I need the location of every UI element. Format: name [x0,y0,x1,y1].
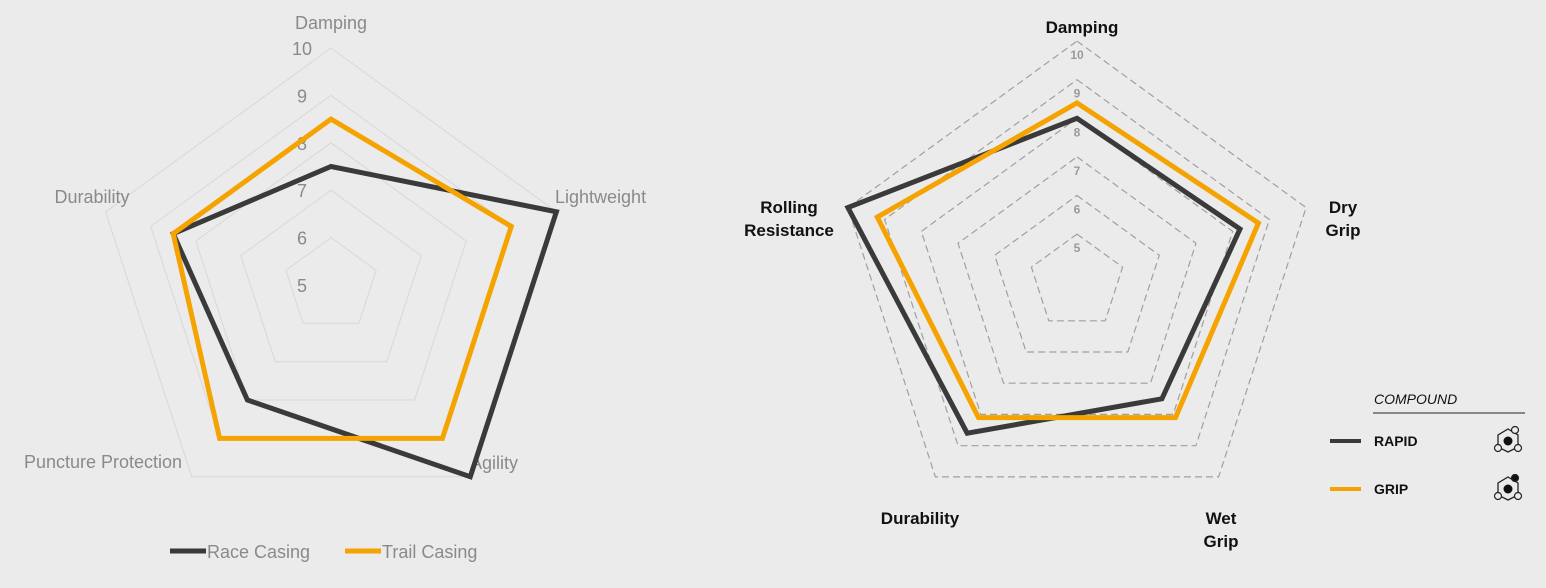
icon-core [1503,484,1513,494]
axis-label-line: Wet [1206,509,1237,528]
gridline-ring [285,236,377,324]
axis-label-line: Grip [1326,221,1361,240]
axis-label-line: Rolling [760,198,818,217]
gridline-ring [957,156,1197,384]
tick-label: 5 [1074,241,1081,255]
axis-label-line: Resistance [744,221,834,240]
gridline-ring [195,142,467,401]
compound-radar-chart: 5 6 7 8 9 10 Damping Dry Grip Wet Grip Durability Ro… [744,18,1525,551]
icon-hexagon [1497,428,1519,453]
axis-label: Dry Grip [1326,198,1361,240]
axis-label-line: Dry [1329,198,1358,217]
gridline-ring [847,40,1307,478]
axis-label: Lightweight [555,187,646,207]
gridline-ring [105,47,557,478]
icon-node [1513,491,1523,501]
axis-label-line: Durability [881,509,960,528]
icon-hexagon [1497,476,1519,501]
axis-label-line: Damping [1046,18,1119,37]
axis-label-line: Grip [1204,532,1239,551]
axis-label: Agility [470,453,518,473]
tick-label: 6 [1074,203,1081,217]
icon-node [1493,443,1503,453]
compound-molecule-icon [1493,425,1523,453]
tick-label: 9 [1074,87,1081,101]
icon-node [1513,443,1523,453]
axis-label: Damping [1046,18,1119,37]
tick-label: 6 [297,229,307,249]
legend-label: RAPID [1374,433,1418,449]
legend-label: Trail Casing [382,542,477,562]
tick-label: 7 [297,181,307,201]
legend-title: COMPOUND [1374,391,1457,407]
tick-label: 10 [1070,48,1084,62]
axis-label: Puncture Protection [24,452,182,472]
axis-label: Wet Grip [1204,509,1239,551]
legend-label: Race Casing [207,542,310,562]
series-line-trail-casing [170,116,515,441]
icon-core [1503,436,1513,446]
gridline-ring [1030,233,1124,322]
series-line-grip [873,99,1262,421]
casing-radar-chart: 5 6 7 8 9 10 Damping Lightweight Agility Puncture… [24,13,646,562]
series-line-race-casing [169,163,560,480]
axis-label: Durability [54,187,129,207]
icon-node [1510,473,1520,483]
gridline-ring [993,194,1161,353]
legend-label: GRIP [1374,481,1408,497]
icon-node [1493,491,1503,501]
compound-molecule-icon [1493,473,1523,501]
tick-label: 5 [297,276,307,296]
axis-label: Damping [295,13,367,33]
tick-label: 9 [297,86,307,106]
gridline-ring [240,189,422,363]
tick-label: 8 [1074,125,1081,139]
gridline-ring [920,117,1234,415]
tick-label: 8 [297,134,307,154]
icon-node [1510,425,1520,435]
tick-label: 7 [1074,164,1081,178]
axis-label: Rolling Resistance [744,198,834,240]
tick-label: 10 [292,39,312,59]
axis-label: Durability [881,509,960,528]
